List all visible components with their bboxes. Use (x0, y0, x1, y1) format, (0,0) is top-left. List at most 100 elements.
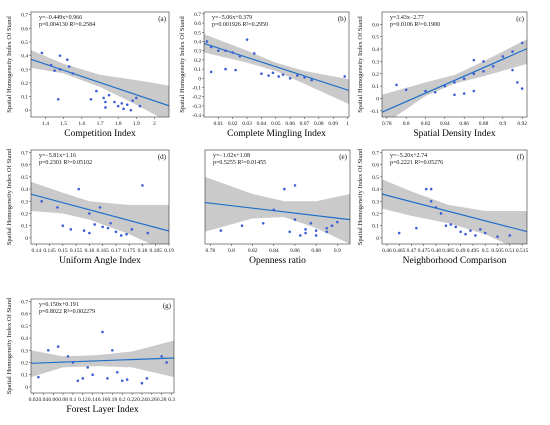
x-tick-label: 0.06 (48, 397, 58, 403)
data-point (404, 88, 408, 92)
regression-equation: y=−5.20x+2.74 (390, 153, 427, 159)
x-tick-label: 2 (153, 121, 156, 127)
data-point (119, 234, 123, 237)
y-tick-label: -0.3 (192, 104, 201, 110)
x-tick-label: 1.9 (133, 121, 140, 127)
confidence-band (31, 340, 174, 378)
data-point (125, 103, 129, 107)
data-point (288, 77, 292, 80)
data-point (86, 366, 90, 369)
regression-stats: p=0.2221 R²=0.05276 (390, 160, 443, 166)
plot-frame (381, 149, 528, 245)
data-point (107, 93, 111, 97)
x-tick-label: 1.6 (78, 121, 85, 127)
data-point (113, 100, 116, 104)
x-tick-label: 0.49 (456, 248, 466, 254)
data-point (81, 377, 85, 380)
x-tick-label: 0.88 (479, 121, 489, 127)
y-tick-label: 0.3 (372, 59, 379, 65)
x-tick-label: 0.475 (418, 248, 431, 254)
data-point (454, 225, 458, 229)
y-tick-label: 0.2 (372, 72, 379, 78)
regression-equation: y=−0.449x+0.966 (39, 15, 82, 21)
x-tick-label: 0.9 (334, 248, 341, 254)
x-tick-label: 0.22 (127, 397, 137, 403)
data-point (462, 92, 466, 95)
data-point (102, 96, 105, 100)
data-point (434, 206, 438, 209)
x-tick-label: 1.4 (42, 121, 49, 127)
data-point (145, 377, 149, 380)
data-point (260, 72, 263, 76)
y-tick-label: 0.2 (372, 211, 379, 217)
data-point (424, 187, 428, 191)
y-tick-label: 0.5 (194, 30, 201, 36)
y-tick-label: 0.4 (372, 187, 379, 193)
x-tick-label: 0.92 (517, 121, 527, 127)
data-point (115, 370, 119, 374)
x-tick-label: 0.48 (431, 248, 441, 254)
data-point (520, 41, 524, 45)
y-tick-label: 0.1 (21, 224, 28, 230)
y-tick-label: 0.4 (21, 54, 28, 60)
x-tick-label: 0.8 (228, 248, 235, 254)
data-point (439, 212, 443, 215)
y-tick-label: 0.2 (21, 81, 28, 87)
x-tick-label: 0.84 (269, 248, 279, 254)
x-tick-label: 0.175 (123, 248, 136, 254)
data-point (217, 49, 220, 52)
data-point (469, 229, 472, 232)
data-point (303, 76, 306, 79)
x-tick-label: 0.26 (147, 397, 157, 403)
y-tick-label: 0.6 (372, 22, 379, 28)
data-point (325, 226, 329, 230)
data-point (89, 97, 93, 101)
data-point (120, 102, 124, 105)
data-point (496, 235, 499, 238)
data-point (140, 381, 144, 385)
x-tick-label: 0.82 (248, 248, 258, 254)
data-point (464, 232, 467, 236)
data-point (114, 230, 118, 234)
data-point (459, 230, 462, 234)
x-tick-label: 0.505 (491, 248, 504, 254)
data-point (397, 231, 401, 235)
x-tick-label: 0.9 (499, 121, 506, 127)
data-point (271, 71, 275, 75)
data-point (472, 72, 476, 76)
regression-line (31, 193, 169, 232)
data-point (58, 67, 62, 71)
y-tick-label: 0.1 (194, 67, 201, 73)
data-point (101, 330, 104, 334)
regression-equation: y=0.150x+0.191 (39, 302, 79, 308)
x-tick-label: 0.02 (228, 121, 238, 127)
y-axis-label: Spatial Homogeneity Index Of Stand (6, 148, 13, 245)
y-axis-label: Spatial Homogeneity Index Of Stand (6, 297, 13, 394)
x-tick-label: 0.3 (168, 397, 175, 403)
y-tick-label: -0.1 (192, 86, 201, 92)
y-tick-label: 0.4 (21, 187, 28, 193)
x-axis-label: Uniform Angle Index (59, 255, 141, 266)
y-axis-label: Spatial Homogeneity Index Of Stand (179, 16, 186, 113)
data-point (433, 90, 437, 94)
x-tick-label: 1.8 (115, 121, 122, 127)
data-point (135, 96, 138, 100)
regression-line (204, 42, 349, 92)
confidence-band (204, 34, 349, 105)
confidence-band (382, 39, 527, 117)
y-tick-label: 0.2 (21, 360, 28, 366)
y-tick-label: 0.5 (372, 175, 379, 181)
y-tick-label: 0.1 (21, 373, 28, 379)
data-point (98, 206, 102, 209)
data-point (77, 187, 81, 191)
panel-label: (a) (158, 15, 166, 23)
x-axis-label: Openness ratio (249, 256, 306, 266)
regression-line (205, 201, 350, 221)
x-tick-label: 0.8 (403, 121, 410, 127)
regression-line (382, 193, 527, 233)
plot-area (31, 299, 174, 393)
scatter-panel-3: 0.78 0.8 0.82 0.84 0.86 0.88 0.9 0.92 -0.1 0 0.1 0.… (357, 11, 528, 139)
data-point (343, 75, 346, 78)
data-point (238, 54, 242, 58)
